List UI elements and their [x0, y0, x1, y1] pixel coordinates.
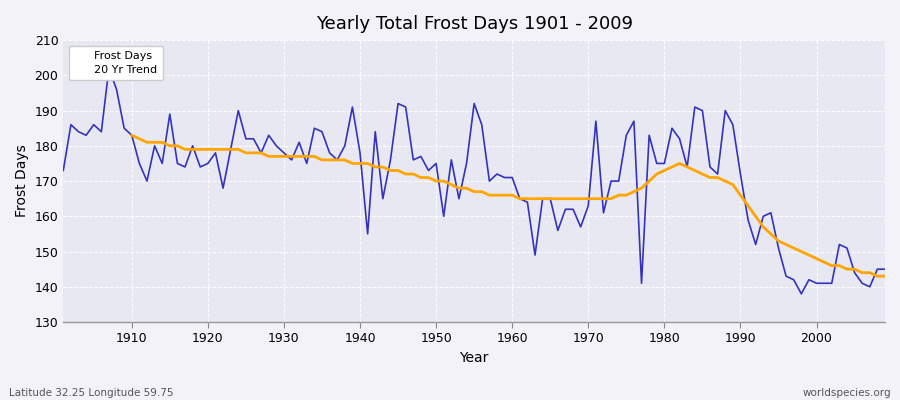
Frost Days: [293, 140, 304, 145]
Text: worldspecies.org: worldspecies.org: [803, 388, 891, 398]
20 Yr Trend: [842, 267, 852, 272]
Legend: Frost Days, 20 Yr Trend: Frost Days, 20 Yr Trend: [68, 46, 163, 80]
Y-axis label: Frost Days: Frost Days: [15, 145, 29, 218]
Frost Days: [879, 267, 890, 272]
Title: Yearly Total Frost Days 1901 - 2009: Yearly Total Frost Days 1901 - 2009: [316, 15, 633, 33]
20 Yr Trend: [515, 196, 526, 201]
20 Yr Trend: [302, 154, 312, 159]
20 Yr Trend: [879, 274, 890, 279]
Frost Days: [58, 168, 68, 173]
Frost Days: [606, 179, 616, 184]
Frost Days: [507, 175, 517, 180]
Frost Days: [104, 66, 114, 71]
20 Yr Trend: [126, 133, 137, 138]
X-axis label: Year: Year: [460, 351, 489, 365]
20 Yr Trend: [819, 260, 830, 264]
Line: 20 Yr Trend: 20 Yr Trend: [131, 135, 885, 276]
Line: Frost Days: Frost Days: [63, 68, 885, 294]
20 Yr Trend: [575, 196, 586, 201]
20 Yr Trend: [271, 154, 282, 159]
Frost Days: [515, 196, 526, 201]
Frost Days: [339, 144, 350, 148]
Frost Days: [126, 133, 137, 138]
Text: Latitude 32.25 Longitude 59.75: Latitude 32.25 Longitude 59.75: [9, 388, 174, 398]
Frost Days: [796, 292, 806, 296]
20 Yr Trend: [872, 274, 883, 279]
